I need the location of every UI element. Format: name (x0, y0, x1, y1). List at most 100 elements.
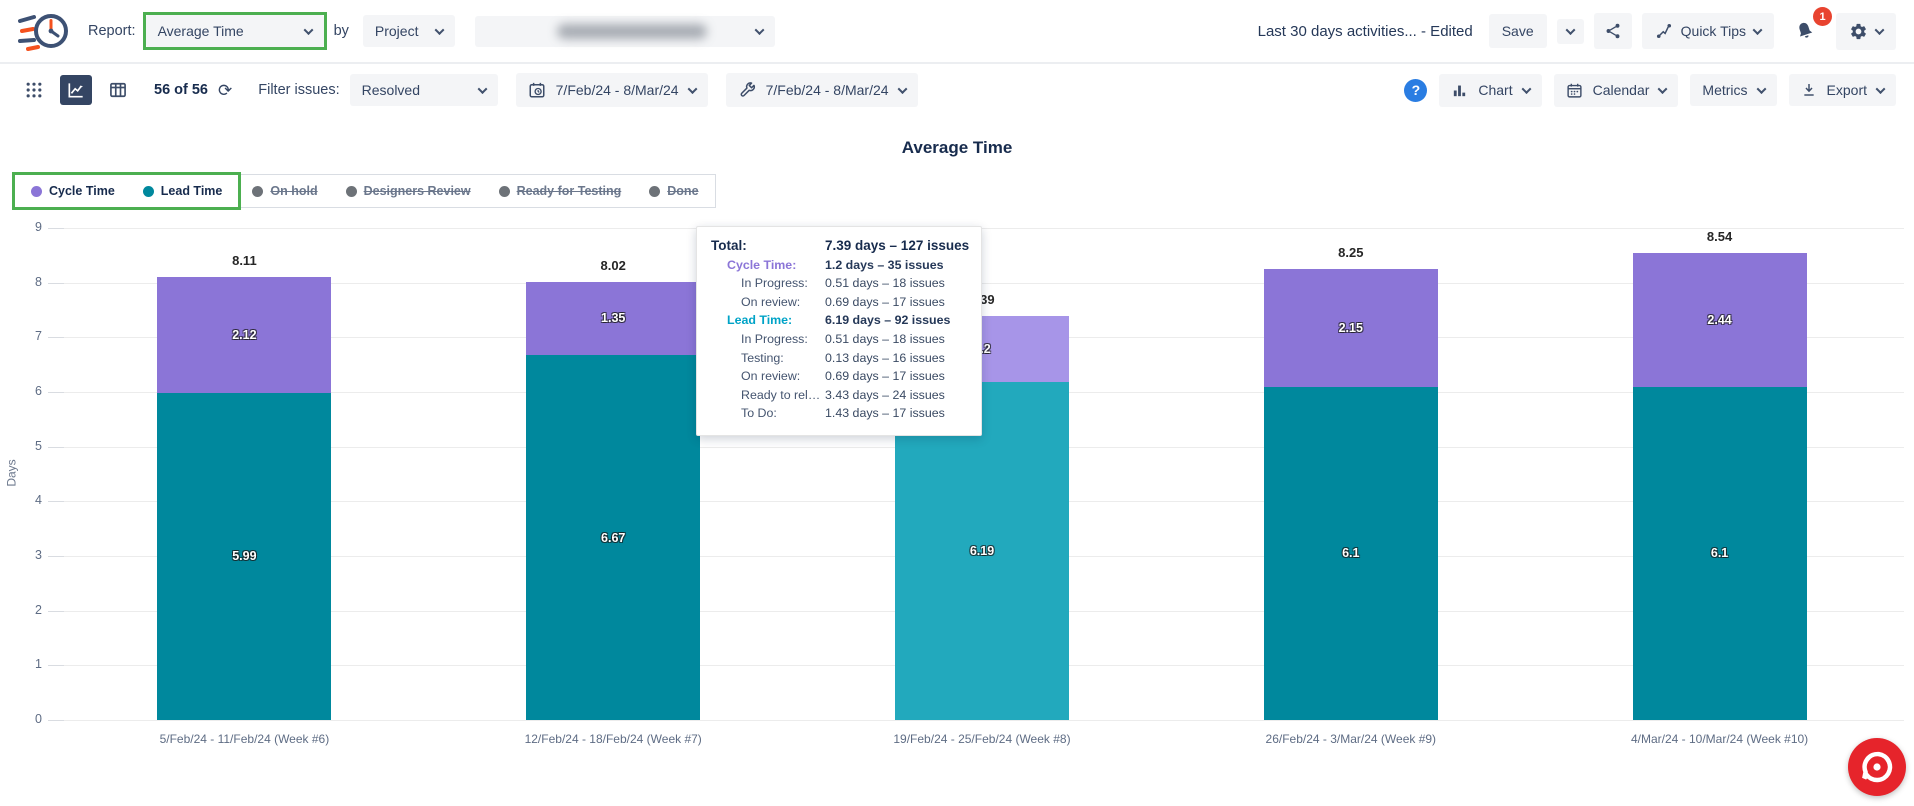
legend-item[interactable]: On hold (252, 184, 318, 198)
share-button[interactable] (1593, 13, 1632, 49)
y-tick-label: 6 (35, 384, 42, 398)
report-label: Report: (88, 23, 136, 39)
bar-segment-value: 2.44 (1707, 312, 1732, 327)
x-axis-label: 19/Feb/24 - 25/Feb/24 (Week #8) (893, 732, 1071, 746)
bar-column: 8.11 2.12 5.99 (60, 253, 429, 720)
bar-segment-value: 6.67 (601, 530, 626, 545)
x-axis-labels: 5/Feb/24 - 11/Feb/24 (Week #6) 12/Feb/24 … (60, 732, 1904, 746)
issue-count: 56 of 56 (154, 82, 208, 98)
bar-stack[interactable]: 8.54 2.44 6.1 (1632, 229, 1807, 720)
bar-segment[interactable]: 6.1 (1632, 386, 1807, 720)
wrench-icon (740, 82, 755, 97)
filter-issues-label: Filter issues: (258, 82, 340, 98)
legend-item[interactable]: Cycle Time (31, 184, 115, 198)
chevron-down-icon (303, 24, 314, 35)
header-actions: Last 30 days activities... - Edited Save… (1258, 7, 1896, 51)
date-range-created-button[interactable]: 7/Feb/24 - 8/Mar/24 (515, 73, 708, 107)
chart-type-select[interactable]: Chart (1439, 73, 1542, 107)
y-tick-label: 1 (35, 657, 42, 672)
legend-inactive-group: On hold Designers Review Ready for Testing… (238, 175, 714, 207)
save-options-button[interactable] (1556, 18, 1584, 44)
legend-dot-icon (649, 185, 661, 197)
bar-segment[interactable]: 5.99 (157, 392, 332, 720)
chart-title: Average Time (901, 138, 1013, 157)
y-tick-mark (48, 720, 64, 721)
line-chart-icon (68, 83, 83, 98)
metrics-value: Metrics (1702, 82, 1748, 98)
board-view-button[interactable] (102, 75, 134, 105)
filter-issues-select[interactable]: Resolved (349, 74, 498, 106)
chart-toolbar: 56 of 56 ⟳ Filter issues: Resolved 7/Feb… (0, 62, 1914, 116)
settings-button[interactable] (1836, 12, 1896, 50)
bar-segment-value: 5.99 (232, 549, 257, 564)
bar-segment-value: 1.35 (601, 311, 626, 326)
bar-segment[interactable]: 2.15 (1263, 269, 1438, 387)
tooltip-row: On review: 0.69 days – 17 issues (711, 367, 967, 386)
quick-tips-icon (1656, 23, 1671, 39)
y-tick-label: 0 (35, 712, 42, 726)
tooltip-row-value: 3.43 days – 24 issues (825, 387, 945, 402)
report-select[interactable]: Average Time (145, 15, 324, 47)
tooltip-row: In Progress: 0.51 days – 18 issues (711, 274, 967, 293)
tooltip-row: Total: 7.39 days – 127 issues (711, 237, 969, 256)
calendar-clock-icon (529, 82, 545, 98)
tooltip-row-value: 0.69 days – 17 issues (825, 369, 945, 384)
legend-item[interactable]: Ready for Testing (498, 184, 621, 198)
x-axis-label: 4/Mar/24 - 10/Mar/24 (Week #10) (1630, 732, 1809, 746)
tooltip-row-label: On review: (741, 369, 801, 384)
refresh-icon[interactable]: ⟳ (218, 80, 233, 100)
quick-tips-button[interactable]: Quick Tips (1641, 13, 1774, 49)
bar-stack[interactable]: 8.11 2.12 5.99 (157, 253, 332, 720)
y-tick-mark (48, 501, 64, 503)
legend-dot-icon (142, 185, 154, 197)
plot-area: 8.112.125.998.021.356.677.391.26.198.252… (60, 228, 1904, 721)
bar-stack[interactable]: 8.02 1.35 6.67 (526, 258, 701, 720)
help-button[interactable]: ? (1404, 78, 1428, 102)
tooltip-row-value: 0.13 days – 16 issues (825, 350, 945, 365)
y-tick-mark (48, 228, 64, 229)
chevron-down-icon (1752, 24, 1763, 35)
calendar-select[interactable]: Calendar (1553, 73, 1679, 107)
chevron-down-icon (1756, 83, 1766, 94)
grid-view-button[interactable] (18, 75, 50, 105)
notifications-button[interactable]: 1 (1784, 7, 1832, 51)
y-tick-label: 3 (35, 548, 42, 562)
y-tick-label: 2 (35, 602, 42, 617)
date-range-resolved-button[interactable]: 7/Feb/24 - 8/Mar/24 (725, 73, 918, 107)
y-axis-title: Days (4, 459, 19, 487)
x-axis-label: 26/Feb/24 - 3/Mar/24 (Week #9) (1265, 732, 1437, 746)
legend-item-label: On hold (270, 184, 318, 198)
tooltip-row: Testing: 0.13 days – 16 issues (711, 349, 967, 368)
y-tick-label: 5 (35, 438, 42, 453)
bar-segment[interactable]: 6.1 (1263, 386, 1438, 720)
bar-segment-value: 6.1 (1710, 546, 1729, 561)
by-label: by (333, 23, 349, 39)
bar-segment[interactable]: 2.44 (1632, 253, 1807, 387)
bar-stack[interactable]: 8.25 2.15 6.1 (1263, 245, 1438, 720)
legend-item[interactable]: Lead Time (142, 184, 222, 198)
tooltip-row-label: On review: (741, 294, 801, 309)
group-by-select[interactable]: Project (362, 15, 455, 47)
bar-segment-value: 6.19 (969, 543, 995, 558)
bar-segment[interactable]: 2.12 (157, 276, 332, 393)
tooltip-row-value: 0.69 days – 17 issues (825, 294, 945, 309)
legend-item[interactable]: Designers Review (345, 184, 471, 198)
save-button[interactable]: Save (1488, 14, 1547, 48)
legend-item[interactable]: Done (649, 184, 699, 198)
bar-segment[interactable]: 1.35 (526, 281, 701, 356)
y-tick-mark (48, 665, 64, 667)
tooltip-row-value: 0.51 days – 18 issues (825, 276, 945, 291)
x-axis-label: 12/Feb/24 - 18/Feb/24 (Week #7) (524, 732, 702, 746)
chart-type-value: Chart (1478, 82, 1513, 98)
project-select[interactable] (474, 15, 775, 47)
date-range-resolved-value: 7/Feb/24 - 8/Mar/24 (765, 82, 889, 98)
bar-segment[interactable]: 6.67 (526, 355, 701, 720)
legend-dot-icon (498, 185, 510, 197)
export-select[interactable]: Export (1788, 74, 1896, 106)
metrics-select[interactable]: Metrics (1690, 74, 1777, 106)
chart-view-button[interactable] (60, 75, 92, 105)
bar-segment[interactable]: 6.19 (894, 381, 1069, 720)
bell-icon (1799, 22, 1813, 38)
support-chat-button[interactable] (1848, 738, 1906, 796)
tooltip-row-label: In Progress: (741, 331, 808, 346)
